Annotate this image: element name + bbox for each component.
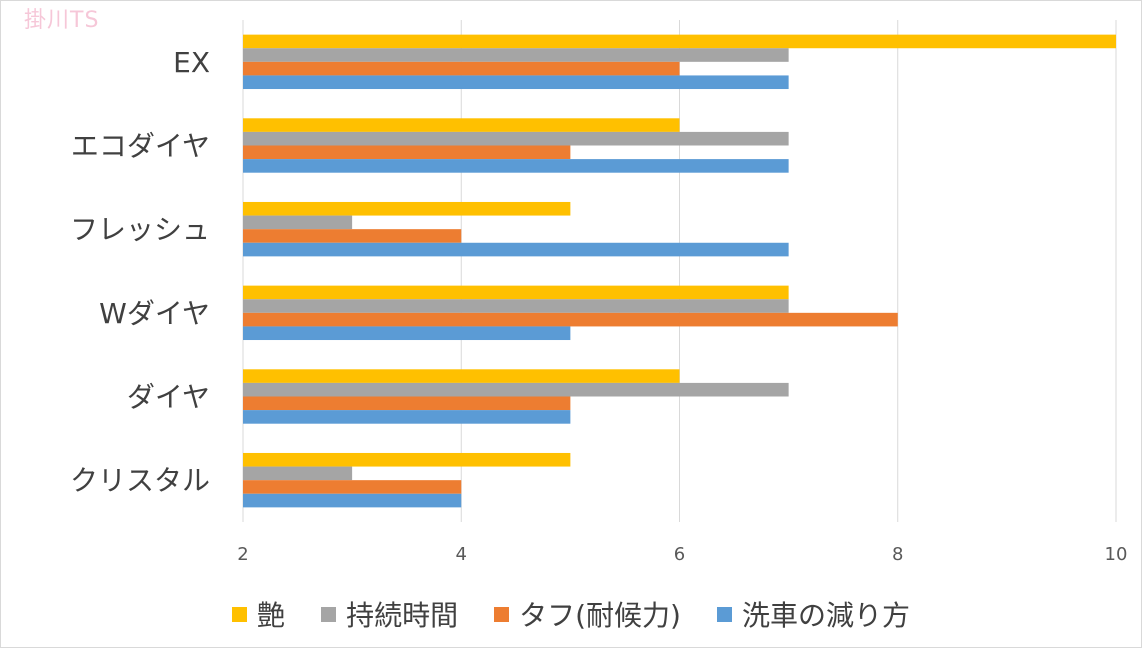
- x-tick-label: 2: [237, 544, 248, 565]
- x-tick-label: 6: [674, 544, 685, 565]
- bar: [243, 493, 462, 508]
- legend-swatch: [321, 606, 337, 622]
- legend-label: 洗車の減り方: [741, 599, 910, 632]
- legend-swatch: [494, 606, 510, 622]
- bar: [243, 410, 571, 424]
- bar: [243, 159, 789, 173]
- y-category-label: クリスタル: [70, 464, 210, 497]
- bar: [243, 480, 462, 494]
- legend-item: タフ(耐候力): [494, 594, 681, 634]
- bar: [243, 34, 1116, 49]
- bar: [243, 299, 789, 313]
- legend-item: 艶: [232, 594, 285, 634]
- watermark: 掛川TS: [24, 8, 100, 33]
- legend-label: タフ(耐候力): [519, 599, 681, 632]
- bar: [243, 326, 571, 341]
- legend-swatch: [232, 606, 248, 622]
- bar: [243, 75, 789, 90]
- y-category-label: Wダイヤ: [99, 297, 210, 330]
- legend-item: 洗車の減り方: [716, 594, 910, 634]
- y-category-label: EX: [173, 46, 210, 79]
- bar: [243, 201, 571, 216]
- bar: [243, 396, 571, 411]
- legend-label: 艶: [257, 599, 286, 632]
- x-tick-label: 4: [456, 544, 467, 565]
- bar: [243, 131, 789, 146]
- bar: [243, 285, 789, 300]
- bar: [243, 215, 353, 230]
- x-tick-label: 8: [892, 544, 903, 565]
- bar: [243, 229, 462, 243]
- bar: [243, 452, 571, 467]
- legend-item: 持続時間: [321, 594, 458, 634]
- legend-swatch: [716, 606, 732, 622]
- bar: [243, 466, 353, 481]
- bar: [243, 61, 680, 76]
- y-category-label: フレッシュ: [70, 213, 210, 246]
- legend-label: 持続時間: [346, 599, 459, 632]
- bar: [243, 369, 680, 383]
- bar: [243, 312, 898, 327]
- y-category-label: ダイヤ: [127, 381, 210, 414]
- bar: [243, 118, 680, 132]
- x-tick-label: 10: [1105, 544, 1128, 565]
- bar: [243, 145, 571, 160]
- bar: [243, 242, 789, 257]
- chart-legend: 艶 持続時間 タフ(耐候力) 洗車の減り方: [0, 592, 1142, 636]
- y-category-label: エコダイヤ: [71, 130, 210, 163]
- bar: [243, 382, 789, 397]
- bar: [243, 48, 789, 62]
